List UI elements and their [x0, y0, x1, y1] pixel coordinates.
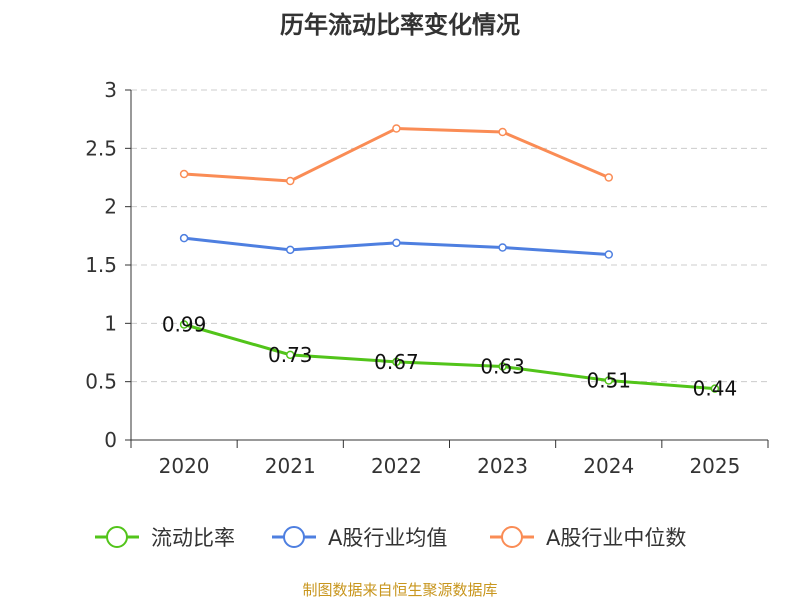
data-point[interactable] — [392, 124, 401, 133]
data-point[interactable] — [392, 357, 401, 367]
data-point[interactable] — [498, 127, 507, 137]
y-tick-label: 3 — [104, 78, 117, 102]
data-point[interactable] — [710, 384, 720, 393]
y-tick-label: 2 — [104, 195, 117, 219]
data-point[interactable] — [604, 250, 613, 259]
y-tick-label: 1.5 — [85, 253, 117, 277]
data-point[interactable] — [179, 320, 189, 329]
data-label: 0.51 — [586, 369, 631, 393]
data-point[interactable] — [604, 173, 613, 182]
data-point[interactable] — [179, 233, 189, 243]
x-tick-label: 2020 — [159, 454, 210, 478]
legend-label[interactable]: A股行业均值 — [328, 526, 447, 550]
data-point[interactable] — [498, 243, 507, 252]
data-label: 0.44 — [693, 377, 738, 401]
x-tick-label: 2023 — [477, 454, 528, 478]
y-tick-label: 1 — [104, 311, 117, 335]
footer-source: 制图数据来自恒生聚源数据库 — [302, 581, 497, 599]
data-label: 0.99 — [162, 313, 207, 337]
data-point[interactable] — [392, 238, 401, 248]
data-point[interactable] — [179, 169, 189, 179]
data-label: 0.67 — [374, 350, 419, 374]
chart-title: 历年流动比率变化情况 — [280, 11, 520, 39]
data-point[interactable] — [286, 350, 295, 360]
legend-marker-icon[interactable] — [106, 526, 128, 548]
data-label: 0.73 — [268, 343, 313, 367]
data-label: 0.63 — [480, 355, 525, 379]
legend-label[interactable]: 流动比率 — [151, 526, 235, 550]
y-tick-label: 0 — [104, 428, 117, 452]
x-tick-label: 2025 — [689, 454, 740, 478]
x-tick-label: 2021 — [265, 454, 316, 478]
y-tick-label: 0.5 — [85, 370, 117, 394]
x-tick-label: 2022 — [371, 454, 422, 478]
data-point[interactable] — [286, 245, 295, 255]
legend-label[interactable]: A股行业中位数 — [546, 526, 686, 550]
series-line — [183, 126, 610, 183]
data-point[interactable] — [498, 362, 507, 371]
x-tick-label: 2024 — [583, 454, 634, 478]
data-point[interactable] — [604, 376, 613, 385]
legend-marker-icon[interactable] — [283, 526, 305, 548]
data-point[interactable] — [286, 176, 295, 186]
series-line — [183, 323, 716, 391]
legend-marker-icon[interactable] — [501, 526, 523, 548]
y-tick-label: 2.5 — [85, 136, 117, 160]
